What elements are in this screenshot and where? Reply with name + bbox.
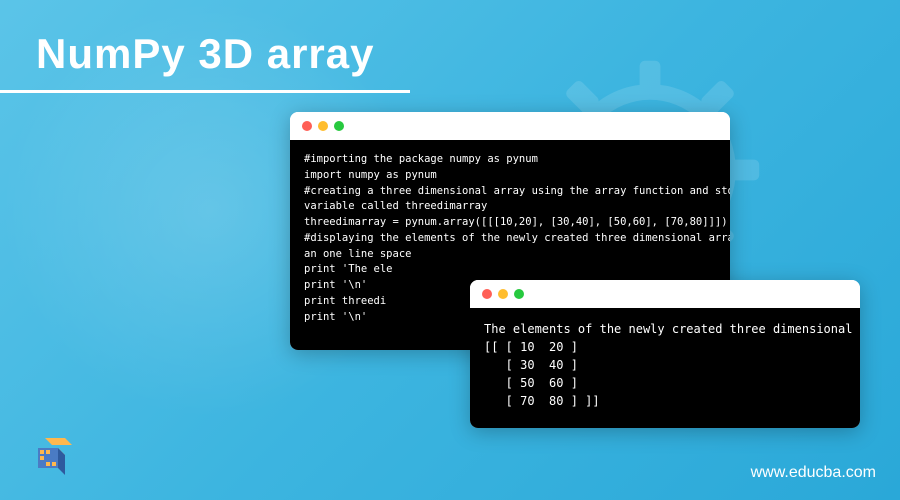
code-line: threedimarray = pynum.array([[[10,20], [… <box>304 215 716 231</box>
output-line: [ 50 60 ] <box>484 374 846 392</box>
close-icon <box>482 289 492 299</box>
minimize-icon <box>318 121 328 131</box>
minimize-icon <box>498 289 508 299</box>
maximize-icon <box>334 121 344 131</box>
output-terminal-body: The elements of the newly created three … <box>470 308 860 428</box>
code-line: #importing the package numpy as pynum <box>304 152 716 168</box>
educba-logo-icon <box>30 430 80 480</box>
code-line: #displaying the elements of the newly cr… <box>304 231 716 247</box>
terminal-header <box>290 112 730 140</box>
output-line: [ 70 80 ] ]] <box>484 392 846 410</box>
code-line: import numpy as pynum <box>304 168 716 184</box>
output-line: [ 30 40 ] <box>484 356 846 374</box>
code-line: an one line space <box>304 247 716 263</box>
code-line: variable called threedimarray <box>304 199 716 215</box>
output-line: The elements of the newly created three … <box>484 320 846 338</box>
output-terminal-window: The elements of the newly created three … <box>470 280 860 428</box>
watermark-url: www.educba.com <box>751 464 876 482</box>
page-title: NumPy 3D array <box>36 30 375 78</box>
title-underline <box>0 90 410 93</box>
output-line: [[ [ 10 20 ] <box>484 338 846 356</box>
code-line: print 'The ele <box>304 262 716 278</box>
terminal-header <box>470 280 860 308</box>
maximize-icon <box>514 289 524 299</box>
code-line: #creating a three dimensional array usin… <box>304 184 716 200</box>
close-icon <box>302 121 312 131</box>
